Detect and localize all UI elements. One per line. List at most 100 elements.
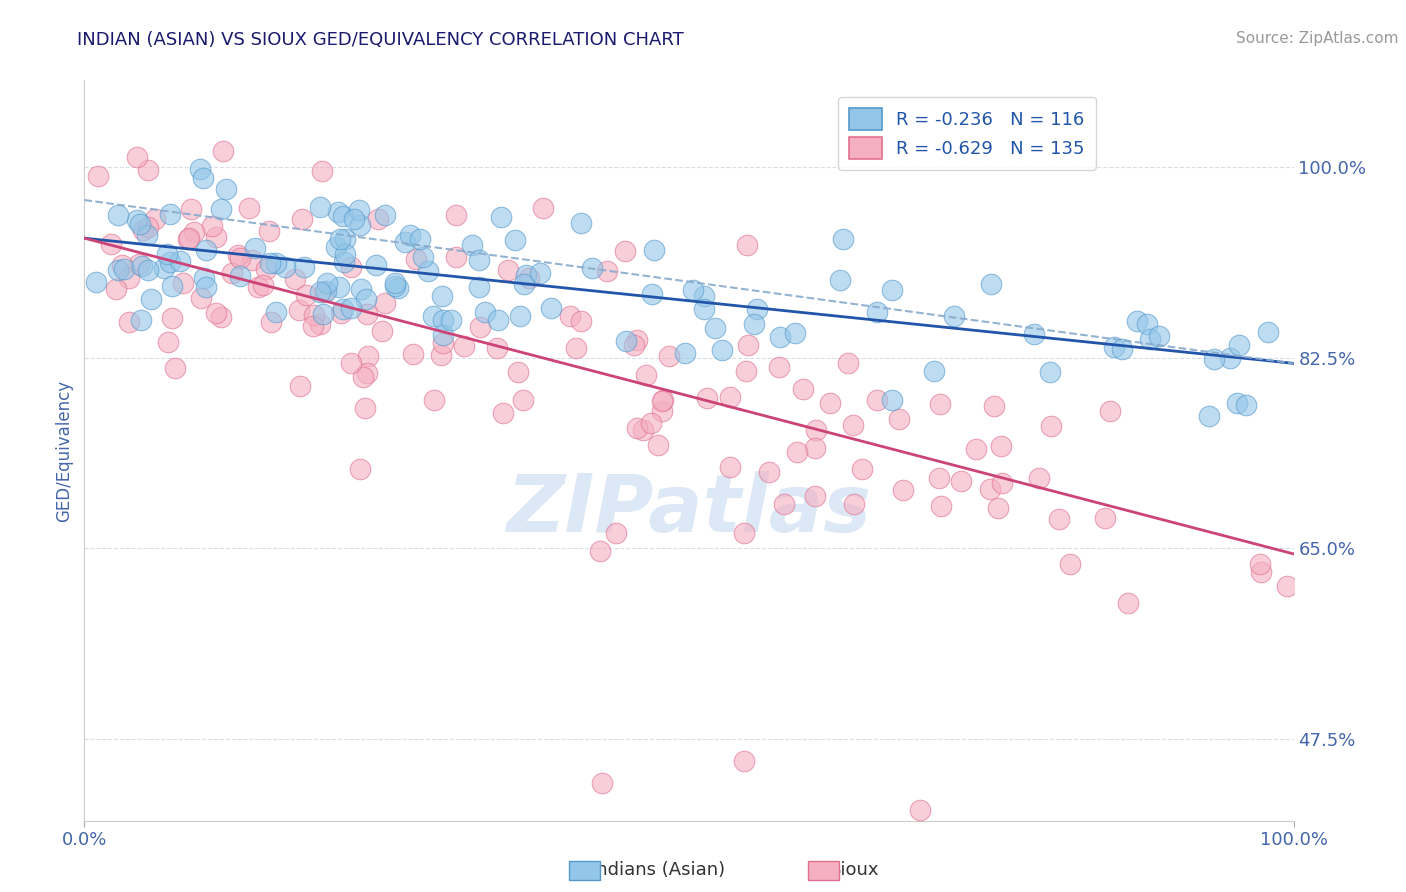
Point xyxy=(1022,327,1045,342)
Point xyxy=(349,218,371,232)
Point xyxy=(107,262,129,277)
Point xyxy=(118,271,141,285)
Point xyxy=(136,228,159,243)
Point xyxy=(117,315,139,329)
Point xyxy=(1059,557,1081,571)
Legend: R = -0.236   N = 116, R = -0.629   N = 135: R = -0.236 N = 116, R = -0.629 N = 135 xyxy=(838,96,1095,169)
Point xyxy=(614,244,637,259)
Point xyxy=(191,170,214,185)
Point xyxy=(370,324,392,338)
Point xyxy=(228,251,250,265)
Point xyxy=(467,280,489,294)
Point xyxy=(692,301,714,316)
Point xyxy=(453,339,475,353)
Point xyxy=(682,284,704,298)
Point xyxy=(581,260,603,275)
Point xyxy=(987,500,1010,515)
Point xyxy=(468,253,491,268)
Point xyxy=(374,209,396,223)
Point xyxy=(350,282,373,296)
Point xyxy=(423,393,446,408)
Point xyxy=(332,255,354,269)
Point xyxy=(758,466,780,480)
Point xyxy=(440,313,463,327)
Point xyxy=(136,262,159,277)
Point xyxy=(569,314,592,328)
Point xyxy=(257,223,280,237)
Point xyxy=(128,257,150,271)
Y-axis label: GED/Equivalency: GED/Equivalency xyxy=(55,379,73,522)
Point xyxy=(136,163,159,178)
Point xyxy=(190,291,212,305)
Point xyxy=(733,754,755,768)
Point xyxy=(1047,511,1070,525)
Point xyxy=(928,396,950,410)
Point xyxy=(693,289,716,303)
Point xyxy=(634,368,657,382)
Point xyxy=(129,313,152,327)
Point xyxy=(842,417,865,432)
Point xyxy=(354,292,377,306)
Point xyxy=(418,264,440,278)
Point xyxy=(169,253,191,268)
Point xyxy=(943,309,966,323)
Point xyxy=(165,360,187,375)
Text: INDIAN (ASIAN) VS SIOUX GED/EQUIVALENCY CORRELATION CHART: INDIAN (ASIAN) VS SIOUX GED/EQUIVALENCY … xyxy=(77,31,685,49)
Point xyxy=(564,341,586,355)
Point xyxy=(866,305,889,319)
Point xyxy=(221,266,243,280)
Point xyxy=(837,356,859,370)
Point xyxy=(159,207,181,221)
Point xyxy=(651,393,673,408)
Point xyxy=(259,256,281,270)
Point xyxy=(429,348,451,362)
Point xyxy=(332,209,354,223)
Point xyxy=(215,182,238,196)
Point xyxy=(260,314,283,328)
Point xyxy=(172,277,194,291)
Point xyxy=(129,217,152,231)
Point xyxy=(312,307,335,321)
Point xyxy=(209,310,232,324)
Point xyxy=(446,251,468,265)
Point xyxy=(302,318,325,333)
Point xyxy=(832,232,855,246)
Point xyxy=(243,241,266,255)
Point xyxy=(1234,398,1257,412)
Point xyxy=(489,210,512,224)
Point xyxy=(540,301,562,315)
Point xyxy=(742,317,765,331)
Point xyxy=(349,203,371,218)
Point xyxy=(264,305,287,319)
Point xyxy=(485,341,508,355)
Point xyxy=(110,258,132,272)
Point xyxy=(589,544,612,558)
Point xyxy=(328,205,350,219)
Point xyxy=(195,279,218,293)
Point xyxy=(274,260,297,274)
Text: Indians (Asian): Indians (Asian) xyxy=(591,861,724,879)
Point xyxy=(247,280,270,294)
Point xyxy=(316,277,339,291)
Point xyxy=(409,232,432,246)
Point xyxy=(194,243,217,257)
Point xyxy=(333,232,356,246)
Point xyxy=(284,271,307,285)
Point xyxy=(804,442,827,456)
Point xyxy=(503,233,526,247)
Point xyxy=(205,306,228,320)
Point xyxy=(718,459,741,474)
Point xyxy=(183,225,205,239)
Point xyxy=(107,208,129,222)
Point xyxy=(238,201,260,215)
Point xyxy=(633,423,655,437)
Point xyxy=(366,258,388,272)
Point xyxy=(658,349,681,363)
Point xyxy=(432,289,454,303)
Point xyxy=(703,320,725,334)
Point xyxy=(991,475,1014,490)
Point xyxy=(387,281,409,295)
Point xyxy=(922,364,945,378)
Point xyxy=(180,202,202,216)
Point xyxy=(156,334,179,349)
